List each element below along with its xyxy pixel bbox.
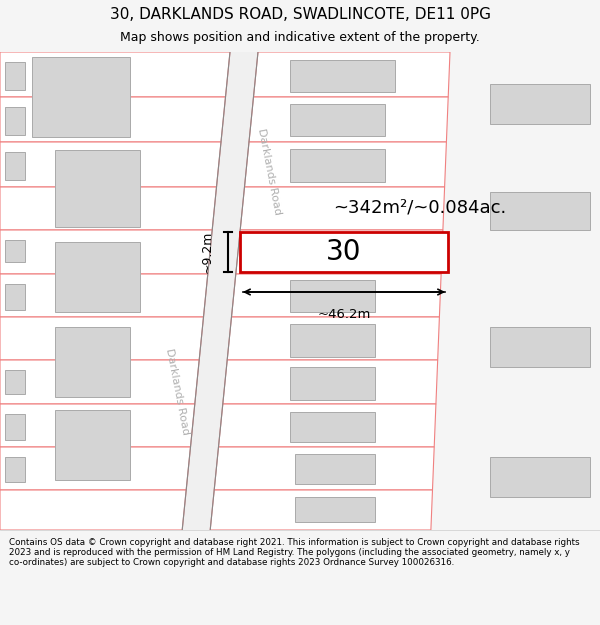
Polygon shape (0, 317, 203, 360)
Polygon shape (0, 142, 221, 187)
Bar (290, 324, 375, 357)
Bar (55, 410, 130, 480)
Text: 30, DARKLANDS ROAD, SWADLINCOTE, DE11 0PG: 30, DARKLANDS ROAD, SWADLINCOTE, DE11 0P… (110, 7, 491, 22)
Bar (290, 149, 385, 182)
Bar (32, 57, 130, 137)
Polygon shape (236, 230, 443, 274)
Bar (5, 107, 25, 135)
Text: ~46.2m: ~46.2m (317, 308, 371, 321)
Text: Darklands Road: Darklands Road (164, 348, 191, 436)
Text: Map shows position and indicative extent of the property.: Map shows position and indicative extent… (120, 31, 480, 44)
Bar (5, 414, 25, 440)
Polygon shape (0, 360, 199, 404)
Bar (295, 497, 375, 522)
Bar (5, 284, 25, 310)
Polygon shape (249, 97, 448, 142)
Polygon shape (232, 274, 441, 317)
Bar (490, 84, 590, 124)
Polygon shape (210, 490, 433, 530)
Polygon shape (0, 274, 208, 317)
Bar (240, 232, 448, 272)
Polygon shape (227, 317, 439, 360)
Bar (55, 150, 140, 227)
Bar (295, 454, 375, 484)
Polygon shape (0, 230, 212, 274)
Bar (490, 327, 590, 367)
Polygon shape (214, 447, 434, 490)
Polygon shape (218, 404, 436, 447)
Polygon shape (245, 142, 446, 187)
Bar (5, 240, 25, 262)
Polygon shape (240, 187, 445, 230)
Bar (5, 457, 25, 482)
Polygon shape (0, 52, 230, 97)
Text: 30: 30 (326, 238, 362, 266)
Text: ~342m²/~0.084ac.: ~342m²/~0.084ac. (334, 198, 506, 216)
Bar (55, 327, 130, 397)
Polygon shape (182, 52, 258, 530)
Bar (290, 60, 395, 92)
Bar (490, 192, 590, 230)
Bar (55, 242, 140, 312)
Text: Darklands Road: Darklands Road (256, 128, 283, 216)
Bar (290, 280, 375, 312)
Bar (5, 62, 25, 90)
Bar (5, 152, 25, 180)
Polygon shape (0, 404, 195, 447)
Polygon shape (223, 360, 437, 404)
Bar (5, 370, 25, 394)
Polygon shape (0, 447, 191, 490)
Polygon shape (0, 490, 186, 530)
Polygon shape (0, 187, 217, 230)
Text: ~9.2m: ~9.2m (201, 231, 214, 273)
Text: Contains OS data © Crown copyright and database right 2021. This information is : Contains OS data © Crown copyright and d… (9, 538, 580, 568)
Polygon shape (0, 97, 226, 142)
Bar (290, 367, 375, 400)
Bar (290, 412, 375, 442)
Bar (290, 104, 385, 136)
Bar (490, 457, 590, 497)
Polygon shape (254, 52, 450, 97)
